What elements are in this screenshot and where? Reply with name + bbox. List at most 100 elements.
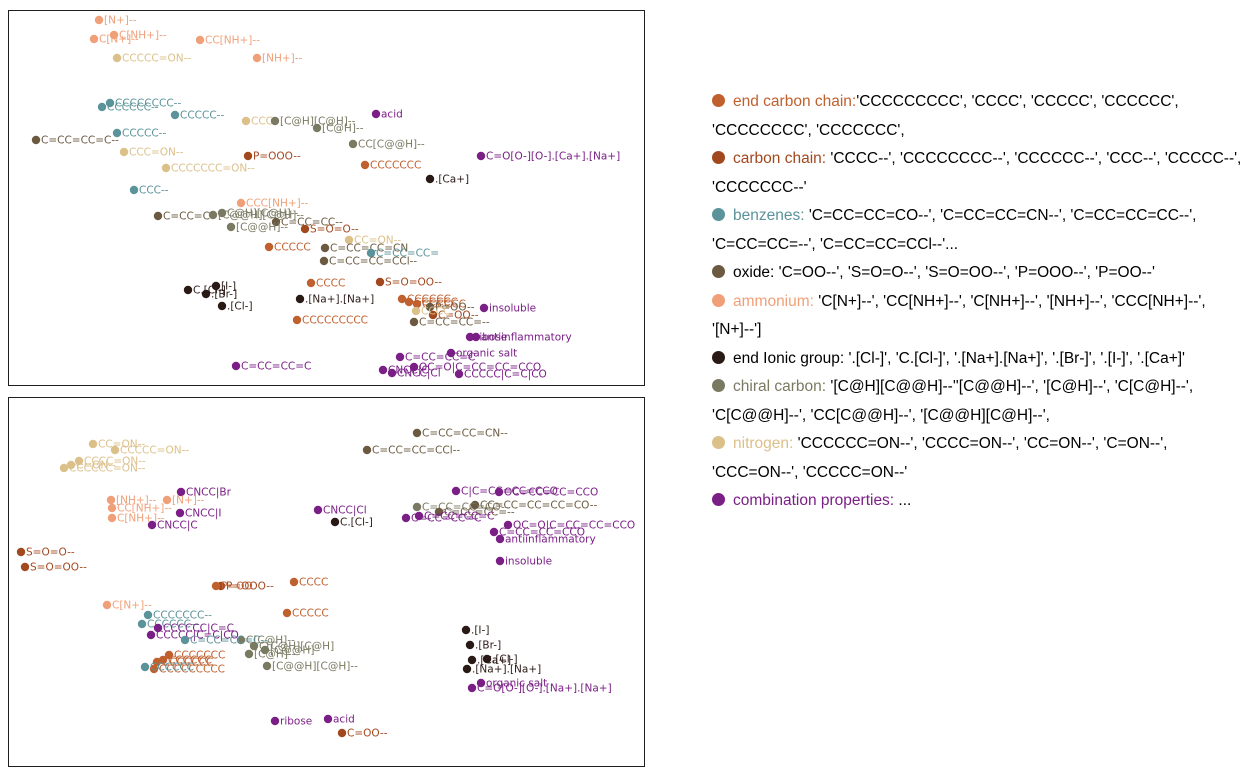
scatter-point-ammonium [236,198,246,208]
scatter-point-label: CNCC|C [388,365,429,377]
scatter-point-label: [C@H]-- [254,649,296,661]
scatter-point-nitrogen [59,463,69,473]
scatter-point-oxide [320,243,330,253]
scatter-point-oxide [31,135,41,145]
scatter-point-chiral-carbon [412,502,422,512]
scatter-point-benzenes [97,102,107,112]
scatter-point-label: insoluble [489,303,536,315]
scatter-point-label: P=OO [221,581,253,593]
scatter-point-chiral-carbon [348,139,358,149]
scatter-point-end-carbon-chain [404,297,414,307]
scatter-point-label: CC=CC=CC=CC=CO-- [480,500,598,512]
scatter-point-end-carbon-chain [282,608,292,618]
legend-items: 'C=CC=CC=CO--', 'C=CC=CC=CN--', 'C=CC=CC… [712,207,1197,253]
scatter-point-label: CCCCCCCCC [159,664,225,676]
scatter-point-label: CCCCCCC [174,650,225,662]
scatter-point-benzenes [105,98,115,108]
scatter-point-combination-properties [495,556,505,566]
legend-entry-ammonium: ammonium: 'C[N+]--', 'CC[NH+]--', 'C[NH+… [712,288,1242,345]
scatter-point-label: OC=CC=CC=CCO [504,487,598,499]
scatter-point-label: CNCC|Cl [397,368,441,380]
scatter-panel-top: [N+]-- C[NH+]-- C[N+]-- CC[NH+]-- CCCCC=ON--… [8,10,645,386]
legend-name: oxide: [733,264,775,281]
scatter-point-ammonium [195,35,205,45]
scatter-point-label: CNCC|C [157,520,198,532]
legend-entry-combination-properties: combination properties: ... [712,487,1242,516]
legend-entry-carbon-chain: carbon chain: 'CCCC--', 'CCCCCCCC--', 'C… [712,145,1242,202]
scatter-point-label: C[N+]-- [112,600,152,612]
scatter-point-label: C=CC=CC=CCl-- [372,445,460,457]
scatter-point-oxide [271,217,281,227]
scatter-point-label: C=OO-- [347,728,388,740]
scatter-point-combination-properties [153,623,163,633]
scatter-panel-bottom: C=CC=CC=CN-- CC=ON-- CCCCC=ON-- C=CC=CC=CCl… [8,397,645,767]
legend-dot-end-ionic-group [712,350,725,364]
scatter-point-chiral-carbon [262,661,272,671]
legend-entry-benzenes: benzenes: 'C=CC=CC=CO--', 'C=CC=CC=CN--'… [712,202,1242,259]
scatter-point-label: C=CC=CC=C-- [41,135,119,147]
scatter-point-label: CCCCC|C=C|CO [156,630,239,642]
scatter-point-benzenes [366,248,376,258]
scatter-point-label: [C@@H]-- [236,222,288,234]
scatter-point-chiral-carbon [236,635,246,645]
scatter-point-label: P=OO-- [435,302,475,314]
scatter-point-ammonium [102,600,112,610]
scatter-point-combination-properties [451,486,461,496]
legend-entry-end-carbon-chain: end carbon chain:'CCCCCCCCC', 'CCCC', 'C… [712,88,1242,145]
scatter-point-ammonium [109,30,119,40]
scatter-point-label: C=CC=CC=C [241,361,311,373]
scatter-point-label: C=ON-- [76,460,116,472]
scatter-point-benzenes [137,619,147,629]
scatter-point-carbon-chain [20,562,30,572]
scatter-point-label: P=OOO-- [253,151,301,163]
scatter-point-chiral-carbon [217,208,227,218]
legend-name: chiral carbon: [733,378,827,395]
scatter-point-end-carbon-chain [360,160,370,170]
legend-items: 'C[N+]--', 'CC[NH+]--', 'C[NH+]--', '[NH… [712,292,1206,339]
scatter-point-ammonium [107,503,117,513]
scatter-point-label: .[Cl-] [492,654,518,666]
legend-items: 'CCCC--', 'CCCCCCCC--', 'CCCCCC--', 'CCC… [712,150,1242,196]
legend-entry-nitrogen: nitrogen: 'CCCCCC=ON--', 'CCCC=ON--', 'C… [712,430,1242,487]
legend-items: ... [894,492,912,509]
scatter-point-label: acid [381,109,403,121]
scatter-point-end-carbon-chain [412,299,422,309]
scatter-point-label: C=CC=CC=-- [444,507,515,519]
scatter-point-label: S=O=O-- [26,547,75,559]
scatter-point-label: C@H][C@H]-- [227,208,299,220]
legend-name: end Ionic group: [733,349,845,367]
scatter-point-chiral-carbon [244,649,254,659]
scatter-point-label: .[Br-] [211,289,237,301]
scatter-point-combination-properties [176,487,186,497]
scatter-point-end-ionic-group [183,285,193,295]
legend-name: carbon chain: [733,150,827,167]
scatter-point-label: C=CC=CC=CN [330,243,408,255]
scatter-point-label: CCCC [421,306,450,318]
scatter-point-label: OC=O|C=CC=CC=CCO [513,520,635,532]
scatter-point-label: CCCCC-- [180,110,224,122]
scatter-point-label: C=OO-- [438,310,479,322]
scatter-point-combination-properties [454,369,464,379]
legend-dot-ammonium [712,293,725,307]
scatter-point-label: [N+]-- [104,15,137,27]
scatter-point-end-ionic-group [330,517,340,527]
scatter-point-combination-properties [489,527,499,537]
scatter-point-oxide [362,445,372,455]
scatter-point-label: .[Na+].[Na+] [472,664,541,676]
scatter-plot-top: [N+]--C[NH+]--C[N+]-- CC[NH+]--CCCCC=ON--… [31,15,620,381]
scatter-point-label: organic salt [486,678,547,690]
scatter-point-chiral-carbon [208,210,218,220]
scatter-point-combination-properties [479,303,489,313]
scatter-point-label: [NH+]-- [116,495,157,507]
scatter-point-combination-properties [495,534,505,544]
scatter-point-label: [C@@H] [270,645,314,657]
scatter-point-label: C=O[O-][O-].[Na+].[Na+] [477,683,612,695]
scatter-point-label: C=CC=CC=C [424,511,494,523]
scatter-point-nitrogen [411,306,421,316]
scatter-point-label: P=OOO-- [226,581,274,593]
scatter-point-label: CCCCCC-- [107,102,159,114]
scatter-point-combination-properties [476,151,486,161]
scatter-point-end-ionic-group [465,640,475,650]
scatter-point-combination-properties [371,109,381,119]
scatter-point-label: CCCC=ON-- [84,456,146,468]
